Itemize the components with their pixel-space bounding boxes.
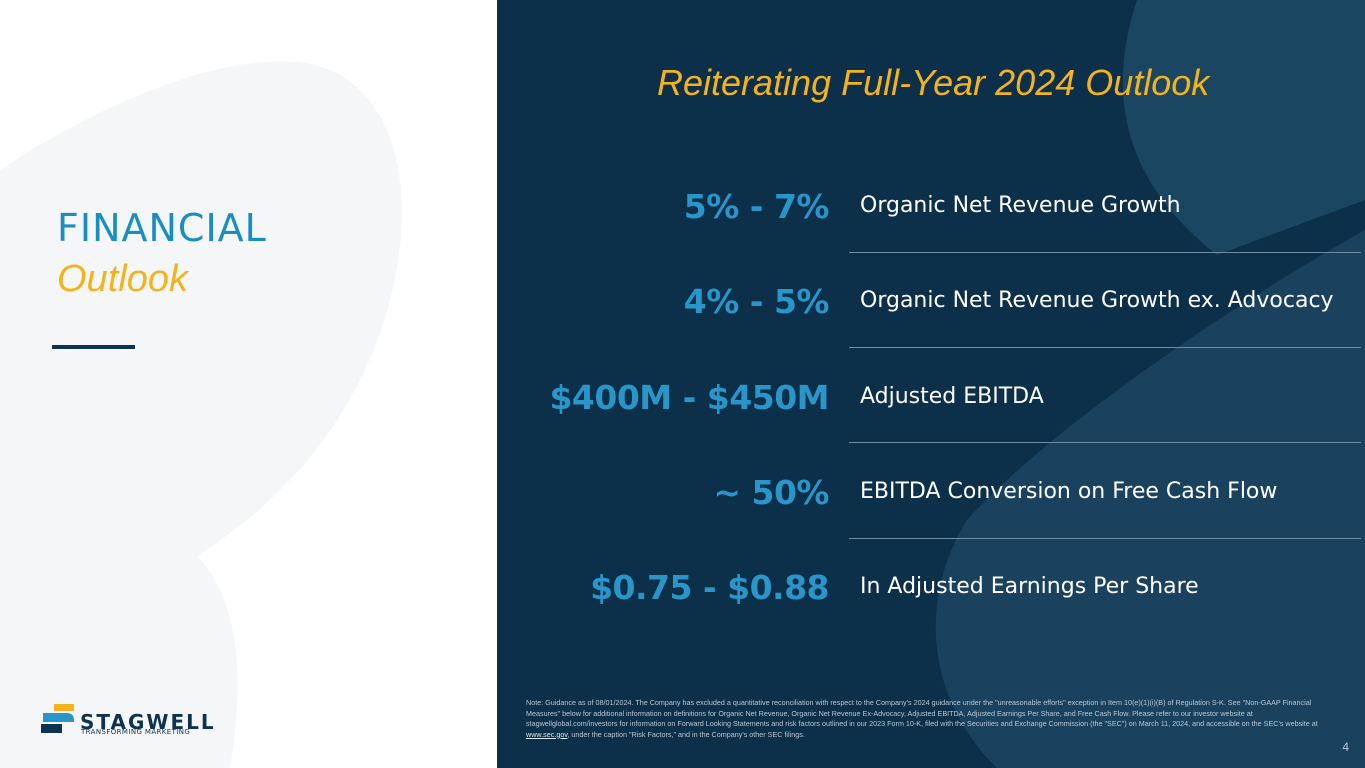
outlook-row: $400M - $450M Adjusted EBITDA: [497, 378, 1365, 428]
outlook-row: $0.75 - $0.88 In Adjusted Earnings Per S…: [497, 568, 1365, 618]
metric-label: Organic Net Revenue Growth: [860, 193, 1181, 218]
row-divider: [849, 442, 1361, 443]
row-divider: [849, 347, 1361, 348]
footnote-text-end: , under the caption "Risk Factors," and …: [567, 729, 805, 739]
footnote-text: Note: Guidance as of 08/01/2024. The Com…: [526, 698, 1318, 728]
section-title: FINANCIAL: [57, 206, 267, 250]
sec-website-link[interactable]: www.sec.gov: [526, 729, 568, 739]
stagwell-logo-icon: [41, 704, 74, 733]
metric-value: ~ 50%: [713, 473, 829, 512]
metric-label: Adjusted EBITDA: [860, 384, 1044, 409]
row-divider: [849, 252, 1361, 253]
logo-tagline: TRANSFORMING MARKETING: [81, 728, 191, 736]
metric-label: Organic Net Revenue Growth ex. Advocacy: [860, 288, 1334, 313]
metric-value: $400M - $450M: [549, 378, 829, 417]
outlook-row: ~ 50% EBITDA Conversion on Free Cash Flo…: [497, 473, 1365, 523]
right-panel: Reiterating Full-Year 2024 Outlook 5% - …: [497, 0, 1365, 768]
left-panel: FINANCIAL Outlook STAGWELL TRANSFORMING …: [0, 0, 497, 768]
background-swoosh-shape: [0, 61, 402, 768]
metric-label: EBITDA Conversion on Free Cash Flow: [860, 479, 1278, 504]
outlook-row: 4% - 5% Organic Net Revenue Growth ex. A…: [497, 282, 1365, 332]
headline: Reiterating Full-Year 2024 Outlook: [657, 62, 1210, 103]
logo-wordmark: STAGWELL: [80, 710, 216, 734]
outlook-row: 5% - 7% Organic Net Revenue Growth: [497, 187, 1365, 237]
title-underline: [52, 345, 135, 349]
section-subtitle: Outlook: [57, 258, 188, 300]
metric-label: In Adjusted Earnings Per Share: [860, 574, 1199, 599]
metric-value: 5% - 7%: [683, 187, 830, 226]
row-divider: [849, 538, 1361, 539]
background-swoosh-shape: [935, 0, 1365, 768]
page-number: 4: [1342, 740, 1349, 754]
footnote: Note: Guidance as of 08/01/2024. The Com…: [526, 698, 1344, 740]
metric-value: $0.75 - $0.88: [590, 568, 829, 607]
metric-value: 4% - 5%: [683, 282, 830, 321]
